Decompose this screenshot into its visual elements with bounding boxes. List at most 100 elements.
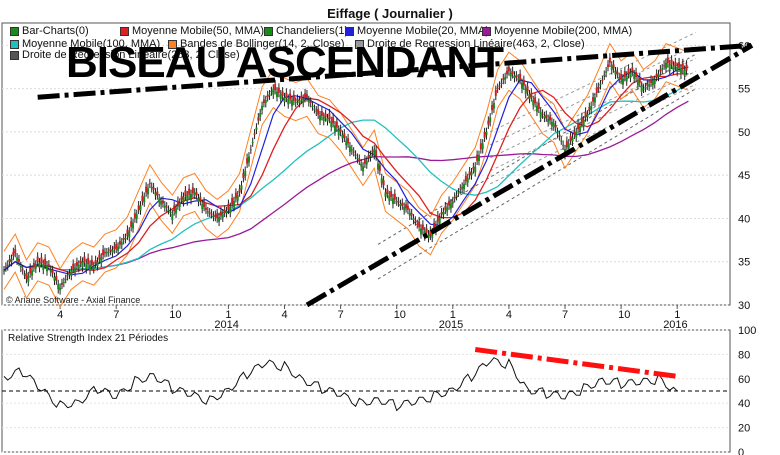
candle-body (494, 89, 497, 96)
candle-body (313, 108, 316, 110)
candle-body (477, 154, 480, 162)
candle-body (31, 270, 34, 276)
candle-body (470, 172, 473, 176)
candle-body (420, 228, 423, 235)
candle-body (593, 97, 596, 103)
rsi-line (3, 357, 678, 412)
candle-body (623, 71, 626, 78)
candle-body (543, 116, 546, 118)
rsi-divergence-trendline (474, 347, 678, 379)
candle-body (322, 116, 325, 122)
candle-body (565, 140, 568, 147)
candle-body (17, 259, 20, 262)
candle-body (292, 94, 295, 101)
candle-body (199, 196, 202, 202)
candle-body (678, 62, 681, 68)
candle-body (496, 87, 499, 89)
candle-body (391, 198, 394, 205)
candle-body (421, 224, 424, 230)
candle-body (218, 216, 221, 222)
candle-body (517, 78, 520, 80)
candle-body (341, 134, 344, 139)
candle-body (190, 193, 192, 200)
candle-body (459, 188, 462, 190)
candle-body (562, 144, 565, 146)
candle-body (74, 267, 77, 273)
candle-body (406, 206, 409, 210)
rsi-tick-label: 100 (738, 325, 756, 337)
rsi-tick-label: 0 (738, 447, 744, 455)
candle-body (655, 73, 658, 78)
candle-body (474, 166, 477, 173)
candle-body (38, 262, 41, 268)
candle-body (158, 198, 161, 203)
candle-body (358, 158, 361, 161)
candle-body (670, 59, 673, 65)
candle-body (530, 92, 533, 98)
candle-body (405, 204, 408, 209)
candle-body (276, 91, 279, 98)
price-tick-label: 55 (738, 84, 750, 96)
candle-body (68, 273, 71, 275)
candle-body (348, 146, 351, 152)
candle-body (438, 217, 441, 224)
candle-body (36, 256, 39, 262)
candle-body (57, 284, 60, 290)
candle-body (77, 264, 80, 268)
candle-body (122, 238, 125, 241)
legend-swatch (482, 26, 491, 36)
candle-body (524, 88, 527, 95)
candle-body (354, 154, 357, 156)
candle-body (270, 91, 273, 93)
candle-body (592, 97, 595, 102)
candle-body (83, 256, 86, 263)
candle-body (373, 149, 376, 156)
ma-50 (3, 73, 689, 274)
candle-body (537, 102, 540, 109)
rsi-tick-label: 20 (738, 423, 750, 435)
candle-body (10, 258, 13, 263)
candle-body (201, 204, 204, 209)
x-tick-label: 4 (506, 309, 512, 321)
candle-body (266, 95, 269, 98)
candle-body (440, 212, 443, 215)
candle-body (429, 230, 432, 236)
candle-body (244, 170, 247, 177)
candle-body (539, 111, 542, 118)
candle-body (133, 213, 136, 219)
candle-body (464, 175, 467, 181)
candle-body (309, 101, 312, 104)
candle-body (560, 140, 563, 142)
candle-body (27, 276, 30, 282)
x-tick-label: 7 (562, 309, 568, 321)
candle-body (173, 205, 176, 212)
ma-100 (3, 82, 689, 271)
legend-label: Moyenne Mobile(50, MMA) (132, 25, 265, 37)
candle-body (307, 100, 310, 103)
candle-body (449, 203, 452, 209)
candle-body (246, 157, 249, 164)
candle-body (397, 201, 400, 203)
candle-body (81, 261, 84, 268)
candle-body (554, 125, 557, 128)
candle-body (160, 201, 163, 205)
candle-body (89, 264, 92, 271)
candle-body (79, 260, 82, 264)
candle-body (590, 105, 593, 110)
wedge-lower-trendline (305, 43, 754, 308)
candle-body (193, 192, 196, 195)
candle-body (601, 79, 604, 81)
candle-body (290, 100, 293, 107)
candle-body (281, 91, 284, 96)
candle-body (571, 137, 574, 142)
candle-body (433, 222, 436, 229)
candle-body (19, 266, 22, 268)
candle-body (23, 274, 26, 276)
candle-body (578, 126, 581, 133)
x-tick-label: 1 (674, 309, 680, 321)
candle-body (186, 195, 189, 202)
legend-label: Chandeliers(1) (276, 25, 349, 37)
candle-body (161, 200, 164, 204)
candle-body (60, 283, 63, 285)
